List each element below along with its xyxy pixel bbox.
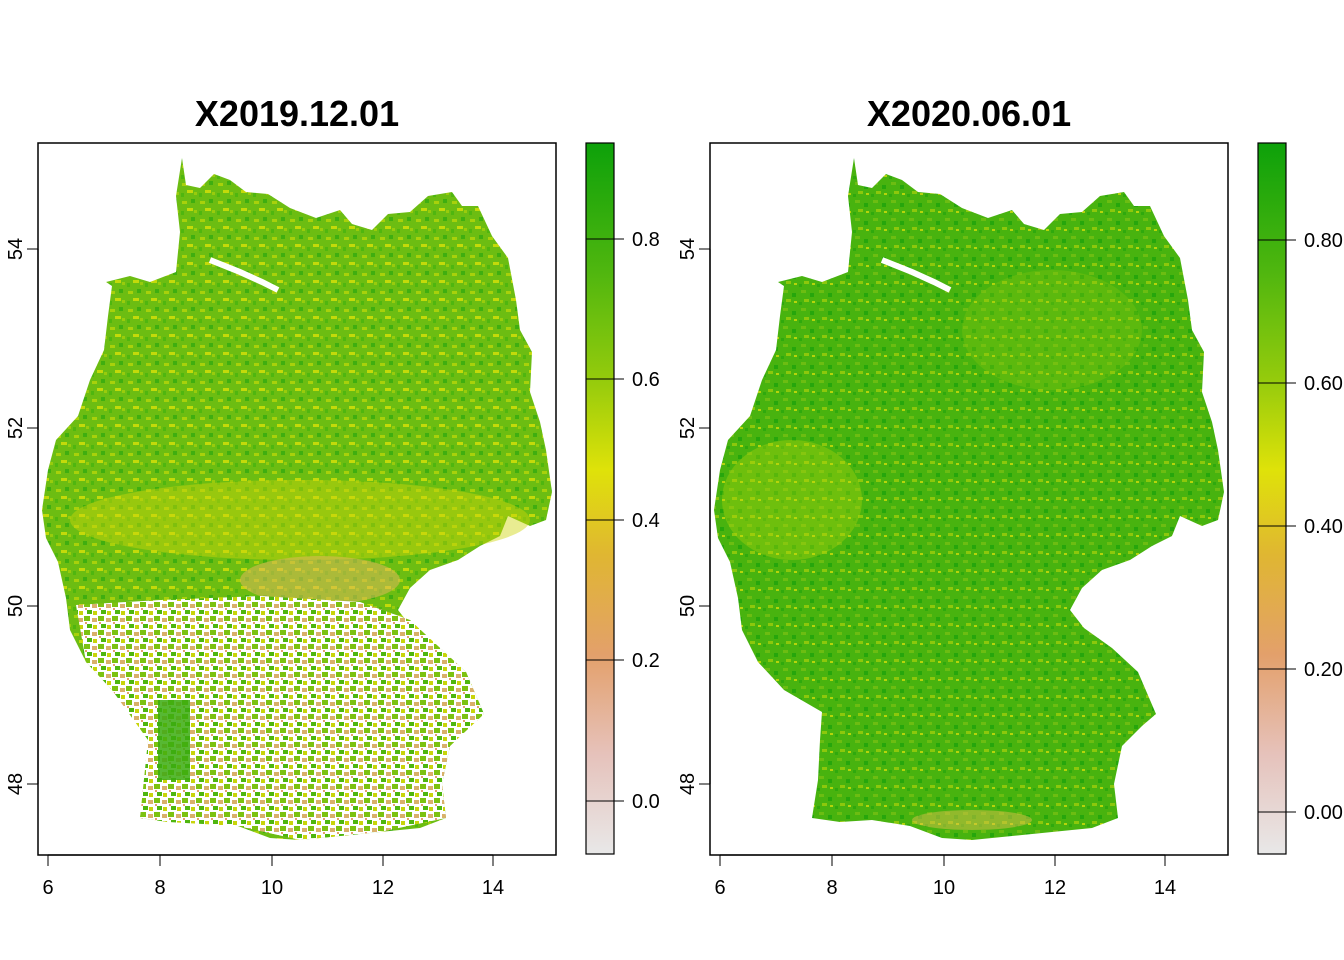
x-axis: 6 8 10 12 14 — [42, 854, 504, 899]
legend-tick-label: 0.20 — [1304, 659, 1343, 681]
y-tick-label: 50 — [677, 595, 699, 617]
x-tick-label: 12 — [372, 877, 394, 899]
y-axis: 48 50 52 54 — [5, 238, 39, 795]
map-panel-1: X2019.12.01 6 — [5, 93, 660, 899]
legend-tick-label: 0.2 — [632, 650, 660, 672]
map-title: X2019.12.01 — [195, 93, 399, 134]
legend-tick-label: 0.6 — [632, 369, 660, 391]
x-tick-label: 6 — [42, 877, 53, 899]
x-axis: 6 8 10 12 14 — [714, 854, 1176, 899]
x-tick-label: 8 — [154, 877, 165, 899]
x-tick-label: 14 — [482, 877, 504, 899]
legend-tick-label: 0.8 — [632, 229, 660, 251]
y-tick-label: 48 — [677, 773, 699, 795]
y-tick-label: 50 — [5, 595, 27, 617]
color-legend: 0.0 0.2 0.4 0.6 0.8 — [585, 142, 660, 855]
x-tick-label: 12 — [1044, 877, 1066, 899]
y-tick-label: 54 — [677, 238, 699, 260]
raster-germany — [42, 158, 552, 840]
y-tick-label: 52 — [677, 417, 699, 439]
legend-tick-label: 0.00 — [1304, 802, 1343, 824]
legend-tick-label: 0.80 — [1304, 230, 1343, 252]
x-tick-label: 10 — [933, 877, 955, 899]
map-panel-2: X2020.06.01 6 8 10 — [677, 93, 1343, 899]
legend-tick-label: 0.60 — [1304, 373, 1343, 395]
legend-tick-label: 0.4 — [632, 510, 660, 532]
y-axis: 48 50 52 54 — [677, 238, 711, 795]
y-tick-label: 52 — [5, 417, 27, 439]
legend-tick-label: 0.40 — [1304, 516, 1343, 538]
y-tick-label: 54 — [5, 238, 27, 260]
map-title: X2020.06.01 — [867, 93, 1071, 134]
y-tick-label: 48 — [5, 773, 27, 795]
x-tick-label: 10 — [261, 877, 283, 899]
color-legend: 0.00 0.20 0.40 0.60 0.80 — [1257, 142, 1343, 855]
x-tick-label: 14 — [1154, 877, 1176, 899]
raster-germany — [714, 158, 1224, 840]
x-tick-label: 6 — [714, 877, 725, 899]
legend-tick-label: 0.0 — [632, 791, 660, 813]
x-tick-label: 8 — [826, 877, 837, 899]
